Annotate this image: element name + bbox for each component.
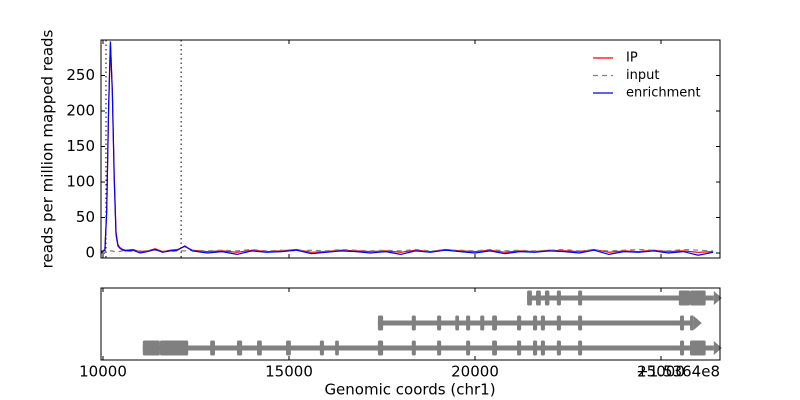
- exon: [679, 315, 685, 331]
- exon: [679, 340, 685, 356]
- plot-frame: [100, 287, 721, 361]
- exon: [536, 290, 541, 306]
- exon: [455, 315, 460, 331]
- y-tick-label: 0: [85, 244, 95, 262]
- exon: [411, 315, 416, 331]
- exon: [437, 340, 442, 356]
- exon: [159, 340, 189, 356]
- exon: [142, 340, 160, 356]
- offset-label: +1.5364e8: [636, 363, 720, 381]
- exon: [540, 340, 545, 356]
- intron: [527, 295, 714, 301]
- exon: [690, 290, 706, 306]
- exon: [533, 315, 538, 331]
- exon: [377, 340, 384, 356]
- exon: [286, 340, 291, 356]
- exon: [690, 315, 694, 331]
- y-tick-label: 250: [66, 66, 95, 84]
- series-line: [101, 248, 714, 253]
- exon: [236, 340, 243, 356]
- plot-frame: [100, 39, 721, 259]
- exon: [335, 340, 339, 356]
- exon: [678, 290, 691, 306]
- y-tick-label: 100: [66, 173, 95, 191]
- exon: [466, 315, 471, 331]
- exon: [437, 315, 442, 331]
- exon: [578, 290, 583, 306]
- exon: [533, 340, 538, 356]
- y-tick-label: 200: [66, 102, 95, 120]
- exon: [466, 340, 471, 356]
- exon: [492, 315, 497, 331]
- exon: [578, 340, 583, 356]
- x-axis-label: Genomic coords (chr1): [324, 381, 495, 399]
- exon: [319, 340, 324, 356]
- exon: [578, 315, 583, 331]
- legend-label: enrichment: [626, 86, 701, 101]
- exon: [257, 340, 262, 356]
- legend-label: IP: [626, 51, 638, 66]
- exon: [210, 340, 215, 356]
- exon: [690, 340, 706, 356]
- exon: [492, 340, 497, 356]
- exon: [480, 315, 485, 331]
- intron: [142, 345, 714, 351]
- strand-arrow: [693, 316, 702, 330]
- legend-label: input: [626, 68, 659, 83]
- exon: [411, 340, 416, 356]
- x-tick-label: 10000: [79, 363, 127, 381]
- exon: [540, 315, 545, 331]
- strand-arrow: [713, 291, 722, 305]
- exon: [556, 340, 561, 356]
- x-tick-label: 20000: [451, 363, 499, 381]
- exon: [556, 290, 561, 306]
- x-tick-label: 25000: [637, 363, 685, 381]
- exon: [377, 315, 384, 331]
- exon: [517, 315, 522, 331]
- y-tick-label: 50: [76, 208, 95, 226]
- strand-arrow: [713, 341, 722, 355]
- exon: [517, 340, 522, 356]
- exon: [544, 290, 550, 306]
- series-line: [101, 41, 714, 256]
- x-tick-label: 15000: [265, 363, 313, 381]
- y-axis-label: reads per million mapped reads: [39, 29, 57, 268]
- y-tick-label: 150: [66, 137, 95, 155]
- exon: [556, 315, 561, 331]
- exon: [527, 290, 532, 306]
